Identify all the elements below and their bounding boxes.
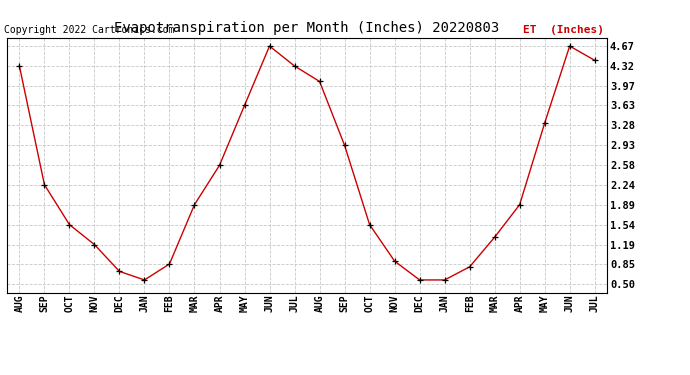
Title: Evapotranspiration per Month (Inches) 20220803: Evapotranspiration per Month (Inches) 20… (115, 21, 500, 35)
Text: Copyright 2022 Cartronics.com: Copyright 2022 Cartronics.com (4, 25, 175, 35)
Text: ET  (Inches): ET (Inches) (523, 25, 604, 35)
